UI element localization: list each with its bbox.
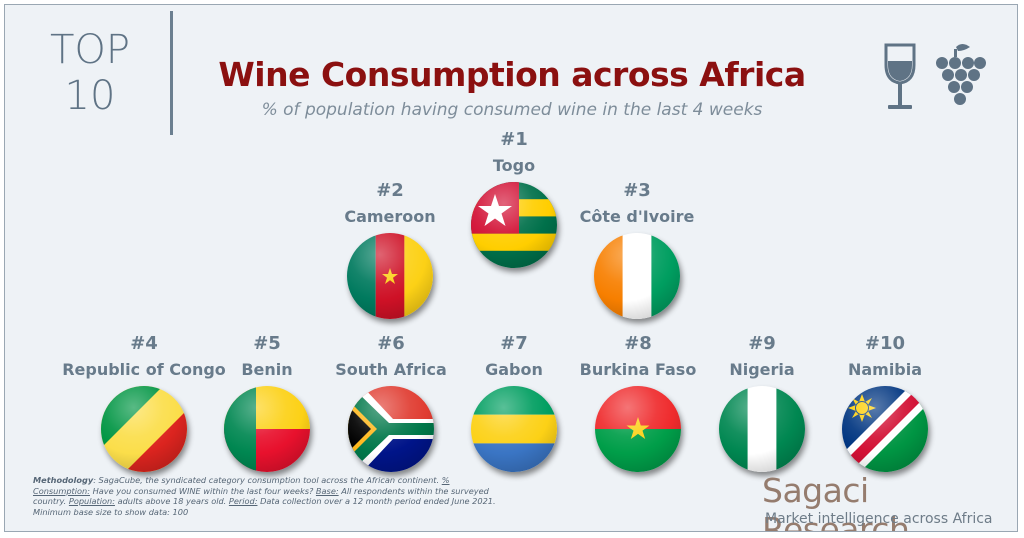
rank-number: #9 <box>748 333 776 354</box>
rank-number: #10 <box>864 333 906 354</box>
south-africa-flag-icon <box>348 386 434 472</box>
namibia-flag-icon <box>842 386 928 472</box>
consumption-label: % Consumption: <box>33 475 450 496</box>
methodology-text: : SagaCube, the syndicated category cons… <box>93 475 440 485</box>
togo-flag-icon <box>471 182 557 268</box>
infographic-frame: TOP 10 Wine Consumption across Africa % … <box>4 4 1018 532</box>
population-label: Population: <box>68 496 115 506</box>
wine-glass-icon <box>884 43 916 109</box>
country-name: Namibia <box>847 360 923 379</box>
rank-number: #3 <box>623 180 651 201</box>
rank-number: #5 <box>253 333 281 354</box>
country-name: Gabon <box>485 360 543 379</box>
rank-number: #4 <box>130 333 158 354</box>
header-icons <box>880 43 990 118</box>
gabon-flag-icon <box>471 386 557 472</box>
ranking-item: #4 Republic of Congo <box>54 333 234 472</box>
country-name: Cameroon <box>344 207 436 226</box>
ranking-item: #9 Nigeria <box>672 333 852 472</box>
period-text: Data collection over a 12 month period e… <box>33 496 496 517</box>
burkina-faso-flag-icon <box>595 386 681 472</box>
ranking-item: #10 Namibia <box>795 333 975 472</box>
page-title: Wine Consumption across Africa <box>218 55 806 94</box>
country-name: Burkina Faso <box>579 360 697 379</box>
country-name: South Africa <box>335 360 447 379</box>
ranking-item: #8 Burkina Faso <box>548 333 728 472</box>
cote-divoire-flag-icon <box>594 233 680 319</box>
ranking-item: #5 Benin <box>177 333 357 472</box>
country-name: Republic of Congo <box>62 360 226 379</box>
grapes-icon <box>936 44 986 105</box>
top10-line2: 10 <box>64 73 116 119</box>
methodology-note: Methodology: SagaCube, the syndicated ca… <box>33 475 503 517</box>
header-divider <box>170 11 173 135</box>
nigeria-flag-icon <box>719 386 805 472</box>
base-text: All respondents within the surveyed coun… <box>33 485 489 507</box>
top10-label: TOP 10 <box>35 27 145 119</box>
cameroon-flag-icon <box>347 233 433 319</box>
period-label: Period: <box>228 496 258 506</box>
country-name: Côte d'Ivoire <box>579 207 695 226</box>
rank-number: #2 <box>376 180 404 201</box>
congo-flag-icon <box>101 386 187 472</box>
population-text: adults above 18 years old. <box>114 496 229 506</box>
base-label: Base: <box>315 485 339 496</box>
brand-name: Sagaci Research <box>762 471 910 532</box>
ranking-item: #3 Côte d'Ivoire <box>547 180 727 319</box>
ranking-item: #6 South Africa <box>301 333 481 472</box>
rank-number: #6 <box>377 333 405 354</box>
ranking-item: #2 Cameroon <box>300 180 480 319</box>
rank-number: #8 <box>624 333 652 354</box>
top10-line1: TOP <box>49 27 131 73</box>
consumption-text: Have you consumed WINE within the last f… <box>90 485 316 496</box>
rank-number: #7 <box>500 333 528 354</box>
page-subtitle: % of population having consumed wine in … <box>261 100 763 120</box>
methodology-label: Methodology <box>33 475 94 485</box>
benin-flag-icon <box>224 386 310 472</box>
country-name: Nigeria <box>729 360 795 379</box>
country-name: Benin <box>241 360 293 379</box>
ranking-item: #7 Gabon <box>424 333 604 472</box>
rank-number: #1 <box>500 129 528 150</box>
brand-tagline: Market intelligence across Africa <box>765 511 993 527</box>
country-name: Togo <box>492 156 536 175</box>
ranking-item: #1 Togo <box>424 129 604 268</box>
